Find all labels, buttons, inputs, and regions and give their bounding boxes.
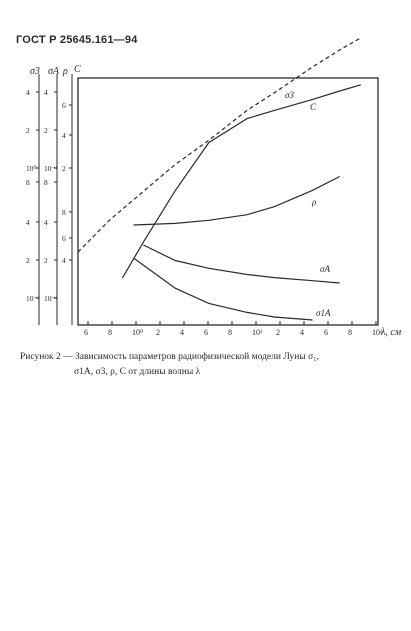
y-tick-label: 10⁰ — [26, 164, 37, 173]
x-tick-label: 8 — [108, 328, 112, 337]
wavelength-chart: 6 8 10⁰ 2 4 6 8 10¹ 2 4 6 8 10² 4 2 10⁰ 8 4 2 10⁻¹ 4 2 10⁻¹ 8 4 2… — [26, 37, 402, 338]
y-tick-label: 6 — [62, 234, 66, 243]
x-tick-label: 8 — [348, 328, 352, 337]
series-label-group: σ3 Cρ σA σ1A — [285, 90, 331, 318]
x-tick-label: 2 — [156, 328, 160, 337]
series-line — [121, 84, 361, 279]
y-tick-label: 2 — [44, 256, 48, 265]
caption-line-1: Рисунок 2 — Зависимость параметров радио… — [20, 352, 319, 362]
figure-caption: Рисунок 2 — Зависимость параметров радио… — [20, 350, 390, 380]
caption-line-2: σ1A, σ3, ρ, C от длины волны λ — [74, 367, 201, 377]
x-tick-label: 10⁰ — [132, 328, 143, 337]
series-label: σ1A — [316, 308, 331, 318]
y-tick-label: 4 — [44, 218, 48, 227]
y-tick-label: 4 — [44, 88, 48, 97]
x-tick-label: 8 — [228, 328, 232, 337]
series-line — [77, 37, 362, 253]
y-tick-label: 2 — [26, 256, 30, 265]
plot-frame — [77, 77, 379, 326]
y-tick-label: 4 — [26, 218, 30, 227]
x-tick-label: 6 — [84, 328, 88, 337]
y-tick-label: 4 — [26, 88, 30, 97]
y-tick-label: 4 — [62, 131, 66, 140]
y-tick-label: 8 — [44, 178, 48, 187]
x-tick-label: 4 — [180, 328, 184, 337]
x-tick-label: 6 — [324, 328, 328, 337]
series-line — [143, 244, 340, 284]
y-label-rho: ρ — [62, 66, 68, 77]
x-tick-label: 2 — [276, 328, 280, 337]
x-tick-label: 10¹ — [252, 328, 263, 337]
y-tick-label: 8 — [26, 178, 30, 187]
x-tick-label: 10² — [372, 328, 383, 337]
series-label: ρ — [311, 197, 317, 207]
y-label-sigma3: σ3 — [30, 66, 40, 77]
x-tick-label: 6 — [204, 328, 208, 337]
y-tick-label: 2 — [26, 126, 30, 135]
y-tick-label: 10⁻¹ — [26, 294, 40, 303]
y-tick-label: 8 — [62, 208, 66, 217]
series-line — [133, 175, 340, 226]
series-label: σA — [320, 264, 330, 274]
x-axis-label: λ, см — [380, 327, 402, 338]
y-tick-label: 10⁻² — [44, 294, 58, 303]
y-tick-label: 6 — [62, 101, 66, 110]
y-tick-label: 2 — [44, 126, 48, 135]
series-label: C — [310, 102, 317, 112]
series-label: σ3 — [285, 90, 294, 100]
y-label-sigmaA: σA — [48, 66, 60, 77]
y-tick-label: 4 — [62, 256, 66, 265]
series-line — [133, 257, 313, 321]
document-header: ГОСТ Р 25645.161—94 — [16, 34, 138, 46]
y-tick-label: 2 — [62, 164, 66, 173]
curve-group — [77, 37, 362, 321]
tick-group: 6 8 10⁰ 2 4 6 8 10¹ 2 4 6 8 10² 4 2 10⁰ 8 4 2 10⁻¹ 4 2 10⁻¹ 8 4 2… — [26, 88, 383, 337]
y-tick-label: 10⁻¹ — [44, 164, 58, 173]
y-label-c: C — [74, 64, 81, 75]
x-tick-label: 4 — [300, 328, 304, 337]
